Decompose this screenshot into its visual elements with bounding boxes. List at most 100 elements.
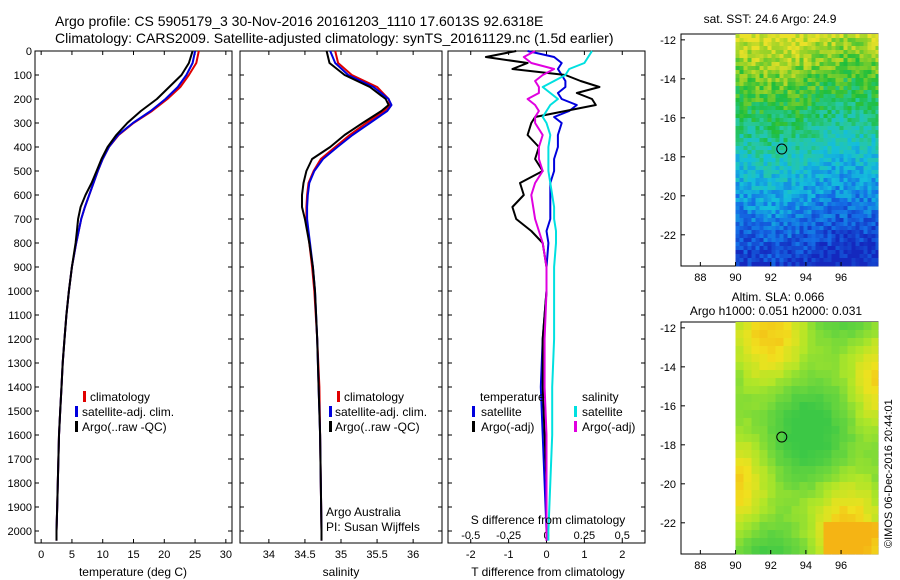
heatmap-cell [759, 106, 764, 111]
heatmap-cell [735, 474, 744, 483]
heatmap-cell [867, 34, 872, 39]
heatmap-cell [871, 206, 876, 211]
heatmap-cell [863, 434, 872, 443]
heatmap-cell [811, 194, 816, 199]
heatmap-cell [795, 126, 800, 131]
heatmap-cell [855, 174, 860, 179]
heatmap-cell [739, 70, 744, 75]
heatmap-cell [835, 102, 840, 107]
lon-tick-label: 94 [800, 272, 812, 284]
heatmap-cell [807, 370, 816, 379]
heatmap-cell [831, 82, 836, 87]
heatmap-cell [839, 186, 844, 191]
heatmap-cell [751, 246, 756, 251]
heatmap-cell [735, 242, 740, 247]
heatmap-cell [827, 262, 832, 267]
heatmap-cell [815, 190, 820, 195]
heatmap-cell [863, 322, 872, 331]
heatmap-cell [851, 134, 856, 139]
heatmap-cell [851, 162, 856, 167]
temperature-series [55, 50, 200, 541]
heatmap-cell [843, 54, 848, 59]
heatmap-cell [795, 58, 800, 63]
heatmap-cell [767, 66, 772, 71]
heatmap-cell [739, 262, 744, 267]
heatmap-cell [787, 190, 792, 195]
heatmap-cell [791, 74, 796, 79]
heatmap-cell [751, 226, 756, 231]
heatmap-cell [787, 126, 792, 131]
heatmap-cell [787, 170, 792, 175]
heatmap-cell [791, 174, 796, 179]
heatmap-cell [847, 386, 856, 395]
salinity-legend: climatology satellite-adj. clim. Argo(..… [329, 390, 427, 434]
heatmap-cell [767, 254, 772, 259]
heatmap-cell [791, 34, 796, 39]
heatmap-cell [751, 110, 756, 115]
heatmap-cell [867, 170, 872, 175]
heatmap-cell [763, 194, 768, 199]
heatmap-cell [775, 38, 780, 43]
heatmap-cell [779, 202, 784, 207]
heatmap-cell [863, 218, 868, 223]
heatmap-cell [807, 70, 812, 75]
heatmap-cell [839, 110, 844, 115]
heatmap-cell [827, 206, 832, 211]
heatmap-cell [839, 498, 848, 507]
heatmap-cell [767, 54, 772, 59]
heatmap-cell [735, 386, 744, 395]
heatmap-cell [847, 246, 852, 251]
heatmap-cell [855, 490, 864, 499]
heatmap-cell [755, 62, 760, 67]
heatmap-cell [823, 50, 828, 55]
heatmap-cell [775, 98, 780, 103]
heatmap-cell [775, 490, 784, 499]
heatmap-cell [807, 490, 816, 499]
figure-title-line-2: Climatology: CARS2009. Satellite-adjuste… [55, 30, 613, 46]
heatmap-cell [807, 202, 812, 207]
heatmap-cell [847, 162, 852, 167]
heatmap-cell [831, 426, 840, 435]
credit-pi-name: PI: Susan Wijffels [326, 520, 420, 534]
heatmap-cell [855, 218, 860, 223]
heatmap-cell [863, 386, 872, 395]
heatmap-cell [823, 74, 828, 79]
heatmap-cell [831, 458, 840, 467]
heatmap-cell [827, 182, 832, 187]
heatmap-cell [815, 106, 820, 111]
heatmap-cell [859, 142, 864, 147]
heatmap-cell [795, 202, 800, 207]
heatmap-cell [743, 346, 752, 355]
heatmap-cell [791, 378, 800, 387]
heatmap-cell [735, 262, 740, 267]
heatmap-cell [871, 38, 876, 43]
heatmap-cell [863, 426, 872, 435]
heatmap-cell [843, 50, 848, 55]
heatmap-cell [751, 546, 760, 555]
heatmap-cell [791, 54, 796, 59]
heatmap-cell [783, 330, 792, 339]
heatmap-cell [867, 226, 872, 231]
heatmap-cell [743, 86, 748, 91]
heatmap-cell [775, 262, 780, 267]
heatmap-cell [803, 58, 808, 63]
heatmap-cell [819, 198, 824, 203]
heatmap-cell [787, 198, 792, 203]
heatmap-cell [815, 62, 820, 67]
heatmap-cell [847, 42, 852, 47]
heatmap-cell [759, 230, 764, 235]
heatmap-cell [771, 62, 776, 67]
heatmap-cell [811, 254, 816, 259]
heatmap-cell [807, 154, 812, 159]
heatmap-cell [775, 322, 784, 331]
heatmap-cell [795, 194, 800, 199]
heatmap-cell [783, 138, 788, 143]
heatmap-cell [871, 126, 876, 131]
legend-swatch-climatology [83, 391, 86, 402]
heatmap-cell [763, 242, 768, 247]
heatmap-cell [807, 78, 812, 83]
heatmap-cell [847, 250, 852, 255]
heatmap-cell [743, 442, 752, 451]
heatmap-cell [767, 442, 776, 451]
heatmap-cell [747, 162, 752, 167]
